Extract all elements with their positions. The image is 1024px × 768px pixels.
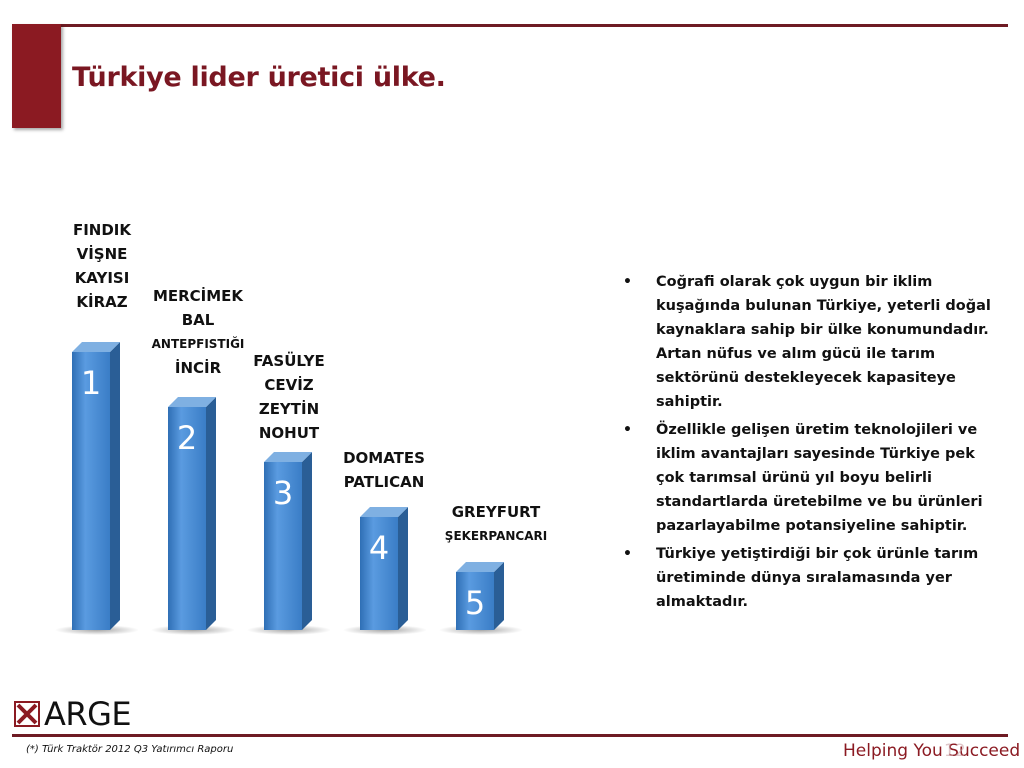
podium-bar-3: 3 (247, 452, 331, 635)
arge-logo-icon (14, 701, 40, 727)
podium-bar-4: 4 (343, 507, 427, 635)
rank-number: 4 (369, 529, 389, 567)
product-name: ANTEPFISTIĞI (151, 337, 245, 351)
rank-2-products: MERCİMEK BAL ANTEPFISTIĞI İNCİR (123, 284, 273, 380)
product-name: GREYFURT (451, 503, 541, 521)
product-name: FASÜLYE (253, 352, 325, 370)
ranking-podium-chart: 1 2 3 4 5 FINDIK VİŞNE KAYISI KİRAZ MERCİMEK BAL A… (0, 0, 600, 650)
product-name: KİRAZ (76, 293, 128, 311)
slide-title: Türkiye lider üretici ülke. (72, 62, 446, 93)
product-name: FINDIK (72, 221, 132, 239)
product-name: ŞEKERPANCARI (444, 529, 548, 543)
product-name: PATLICAN (343, 473, 425, 491)
podium-bar-2: 2 (151, 397, 235, 635)
rank-number: 3 (273, 474, 293, 512)
bullet-list: Coğrafi olarak çok uygun bir iklim kuşağ… (620, 270, 992, 614)
arge-logo: ARGE (14, 695, 132, 733)
bullet-item: Türkiye yetiştirdiği bir çok ürünle tarı… (620, 542, 992, 614)
product-name: VİŞNE (76, 245, 128, 263)
podium-bars: 1 2 3 4 5 (55, 342, 523, 635)
rank-number: 1 (81, 364, 101, 402)
title-accent-block (12, 24, 61, 128)
product-name: CEVİZ (264, 376, 314, 394)
source-footnote: (*) Türk Traktör 2012 Q3 Yatırımcı Rapor… (26, 744, 234, 755)
tagline: Helping You Succeed (843, 741, 1021, 761)
rank-number: 5 (465, 584, 485, 622)
product-name: MERCİMEK (152, 287, 244, 305)
rank-number: 2 (177, 419, 197, 457)
rank-1-products: FINDIK VİŞNE KAYISI KİRAZ (27, 218, 177, 314)
bullet-item: Coğrafi olarak çok uygun bir iklim kuşağ… (620, 270, 992, 414)
product-name: ZEYTİN (258, 400, 320, 418)
bottom-rule (12, 734, 1008, 737)
top-rule (12, 24, 1008, 27)
logo-text: ARGE (44, 695, 132, 733)
product-name: DOMATES (343, 449, 425, 467)
bullet-item: Özellikle gelişen üretim teknolojileri v… (620, 418, 992, 538)
podium-bar-1: 1 (55, 342, 139, 635)
product-name: NOHUT (258, 424, 320, 442)
rank-4-products: DOMATES PATLICAN (309, 446, 459, 494)
rank-5-products: GREYFURT ŞEKERPANCARI (421, 500, 571, 548)
product-name: BAL (181, 311, 215, 329)
product-name: İNCİR (174, 359, 222, 377)
page-number: 12 (944, 741, 966, 761)
rank-3-products: FASÜLYE CEVİZ ZEYTİN NOHUT (214, 349, 364, 445)
product-name: KAYISI (74, 269, 130, 287)
podium-bar-5: 5 (439, 562, 523, 635)
